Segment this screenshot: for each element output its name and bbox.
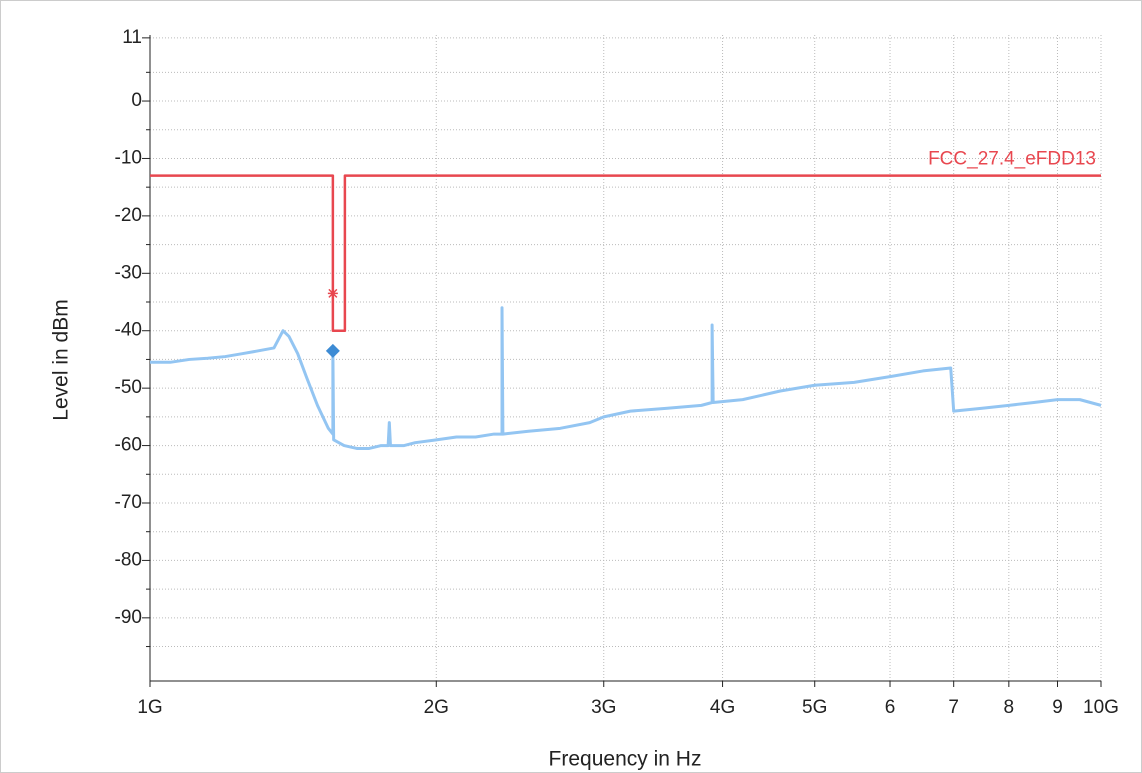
y-tick-label: -90 xyxy=(115,607,142,628)
x-tick-label: 2G xyxy=(424,697,449,718)
y-tick-label: -40 xyxy=(115,320,142,341)
y-tick-label: -30 xyxy=(115,262,142,283)
y-axis-label: Level in dBm xyxy=(50,299,73,420)
x-tick-label: 8 xyxy=(1004,697,1015,718)
y-tick-label: -60 xyxy=(115,435,142,456)
limit-line xyxy=(150,174,1101,332)
x-tick-label: 9 xyxy=(1052,697,1063,718)
y-tick-label: -50 xyxy=(115,377,142,398)
y-tick-label: -20 xyxy=(115,205,142,226)
y-tick-label: 11 xyxy=(122,27,142,48)
limit-line-label: FCC_27.4_eFDD13 xyxy=(928,149,1096,170)
marker-asterisk xyxy=(327,288,338,299)
x-tick-label: 5G xyxy=(802,697,827,718)
y-tick-label: 0 xyxy=(131,90,142,111)
marker-diamond xyxy=(325,343,340,358)
measurement-trace xyxy=(150,306,1102,450)
x-tick-label: 4G xyxy=(710,697,735,718)
y-tick-label: -70 xyxy=(115,492,142,513)
x-tick-label: 1G xyxy=(137,697,162,718)
x-tick-label: 6 xyxy=(885,697,896,718)
y-tick-label: -80 xyxy=(115,549,142,570)
x-tick-label: 3G xyxy=(591,697,616,718)
y-tick-label: -10 xyxy=(115,147,142,168)
x-tick-label: 10G xyxy=(1083,697,1119,718)
x-tick-label: 7 xyxy=(948,697,959,718)
x-axis-label: Frequency in Hz xyxy=(549,748,702,771)
